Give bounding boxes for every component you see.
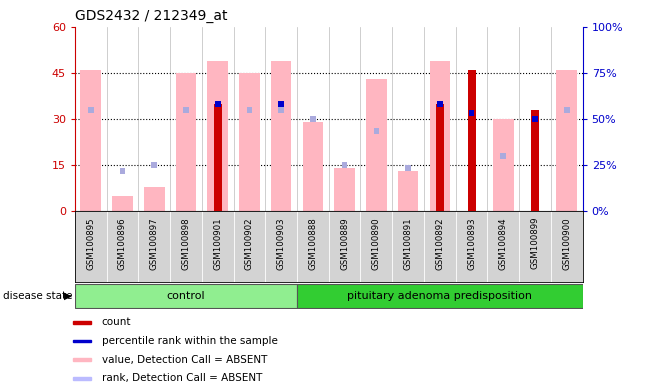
Text: count: count [102, 317, 132, 327]
Bar [176, 73, 196, 211]
Text: GDS2432 / 212349_at: GDS2432 / 212349_at [75, 9, 227, 23]
FancyBboxPatch shape [75, 283, 297, 308]
Text: GSM100899: GSM100899 [531, 217, 540, 270]
Text: control: control [167, 291, 205, 301]
Text: GSM100890: GSM100890 [372, 217, 381, 270]
Text: GSM100897: GSM100897 [150, 217, 159, 270]
Text: pituitary adenoma predisposition: pituitary adenoma predisposition [348, 291, 533, 301]
Bar [247, 107, 253, 113]
Text: GSM100900: GSM100900 [562, 217, 572, 270]
Text: GSM100903: GSM100903 [277, 217, 286, 270]
Bar [532, 116, 538, 122]
Bar [398, 171, 419, 211]
Text: ▶: ▶ [64, 291, 72, 301]
Text: GSM100893: GSM100893 [467, 217, 476, 270]
Bar [303, 122, 323, 211]
Bar [335, 168, 355, 211]
Bar [88, 107, 94, 113]
Bar [278, 107, 284, 113]
Bar [208, 61, 228, 211]
Text: rank, Detection Call = ABSENT: rank, Detection Call = ABSENT [102, 373, 262, 383]
Text: value, Detection Call = ABSENT: value, Detection Call = ABSENT [102, 355, 267, 365]
Bar [532, 116, 538, 122]
Text: GSM100895: GSM100895 [86, 217, 95, 270]
Bar [501, 153, 506, 159]
Bar [493, 119, 514, 211]
Text: GSM100891: GSM100891 [404, 217, 413, 270]
Text: GSM100901: GSM100901 [213, 217, 222, 270]
Bar [271, 61, 292, 211]
Bar [405, 165, 411, 171]
Bar [74, 377, 92, 380]
Text: GSM100888: GSM100888 [309, 217, 318, 270]
Text: disease state: disease state [3, 291, 73, 301]
Bar [310, 116, 316, 122]
Bar [374, 128, 380, 134]
Bar [342, 162, 348, 168]
Text: GSM100892: GSM100892 [436, 217, 445, 270]
Bar [467, 70, 475, 211]
Text: percentile rank within the sample: percentile rank within the sample [102, 336, 278, 346]
Bar [366, 79, 387, 211]
Bar [215, 101, 221, 107]
Bar [183, 107, 189, 113]
Bar [430, 61, 450, 211]
Bar [74, 339, 92, 342]
Bar [278, 101, 284, 107]
Bar [239, 73, 260, 211]
Bar [120, 168, 126, 174]
Bar [214, 104, 221, 211]
Text: GSM100889: GSM100889 [340, 217, 349, 270]
Bar [437, 101, 443, 107]
Bar [151, 162, 157, 168]
Bar [112, 196, 133, 211]
Text: GSM100894: GSM100894 [499, 217, 508, 270]
Bar [74, 358, 92, 361]
Bar [436, 104, 444, 211]
Bar [81, 70, 101, 211]
FancyBboxPatch shape [297, 283, 583, 308]
Text: GSM100896: GSM100896 [118, 217, 127, 270]
Bar [144, 187, 165, 211]
Bar [531, 110, 539, 211]
Bar [557, 70, 577, 211]
Text: GSM100898: GSM100898 [182, 217, 191, 270]
Text: GSM100902: GSM100902 [245, 217, 254, 270]
Bar [74, 321, 92, 324]
Bar [564, 107, 570, 113]
Bar [469, 110, 475, 116]
